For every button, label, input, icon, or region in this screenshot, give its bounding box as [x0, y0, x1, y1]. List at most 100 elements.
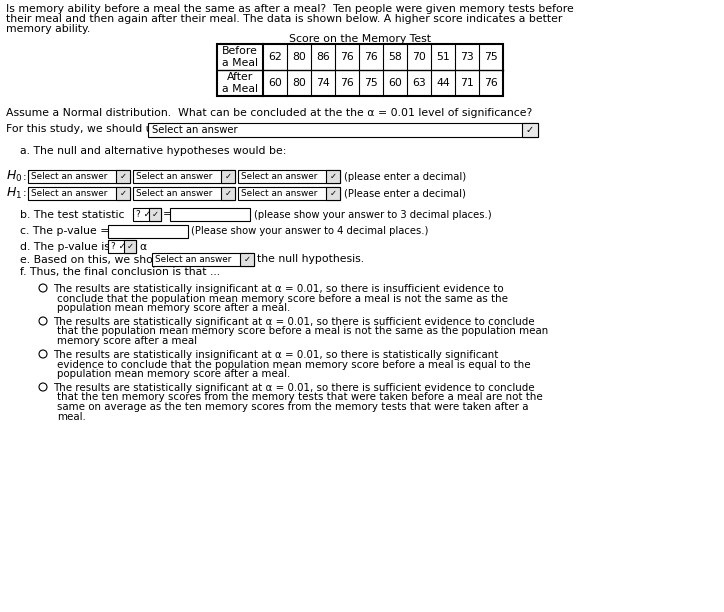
Bar: [116, 170, 130, 183]
Text: ✓: ✓: [243, 255, 251, 264]
Bar: [116, 187, 130, 200]
Text: 44: 44: [436, 78, 450, 88]
Bar: [149, 208, 161, 221]
Bar: [221, 170, 235, 183]
Text: ? ✓: ? ✓: [111, 242, 126, 251]
Bar: [238, 187, 340, 200]
Text: 74: 74: [316, 78, 330, 88]
Bar: [148, 123, 538, 137]
Bar: [28, 187, 130, 200]
Text: Select an answer: Select an answer: [136, 172, 212, 181]
Text: the null hypothesis.: the null hypothesis.: [257, 255, 364, 264]
Bar: [133, 170, 235, 183]
Text: Select an answer: Select an answer: [31, 189, 107, 198]
Text: a. The null and alternative hypotheses would be:: a. The null and alternative hypotheses w…: [20, 146, 287, 156]
Text: Select an answer: Select an answer: [241, 189, 317, 198]
Text: 76: 76: [340, 78, 354, 88]
Text: The results are statistically insignificant at α = 0.01, so there is statistical: The results are statistically insignific…: [53, 350, 498, 360]
Bar: [133, 208, 161, 221]
Text: The results are statistically significant at α = 0.01, so there is sufficient ev: The results are statistically significan…: [53, 383, 534, 393]
Text: 76: 76: [484, 78, 498, 88]
Text: their meal and then again after their meal. The data is shown below. A higher sc: their meal and then again after their me…: [6, 14, 563, 24]
Text: (Please show your answer to 4 decimal places.): (Please show your answer to 4 decimal pl…: [191, 226, 429, 236]
Text: memory score after a meal: memory score after a meal: [57, 336, 197, 346]
Text: 80: 80: [292, 52, 306, 62]
Text: that the population mean memory score before a meal is not the same as the popul: that the population mean memory score be…: [57, 326, 548, 337]
Text: f. Thus, the final conclusion is that ...: f. Thus, the final conclusion is that ..…: [20, 267, 220, 277]
Text: Is memory ability before a meal the same as after a meal?  Ten people were given: Is memory ability before a meal the same…: [6, 4, 573, 14]
Text: 80: 80: [292, 78, 306, 88]
Text: d. The p-value is: d. The p-value is: [20, 242, 110, 252]
Text: 71: 71: [460, 78, 474, 88]
Bar: [238, 170, 340, 183]
Text: Select an answer: Select an answer: [155, 255, 232, 264]
Text: 62: 62: [268, 52, 282, 62]
Text: memory ability.: memory ability.: [6, 24, 90, 34]
Bar: [108, 240, 136, 253]
Text: b. The test statistic: b. The test statistic: [20, 209, 125, 220]
Text: evidence to conclude that the population mean memory score before a meal is equa: evidence to conclude that the population…: [57, 359, 531, 370]
Text: (please enter a decimal): (please enter a decimal): [344, 171, 466, 182]
Bar: [221, 187, 235, 200]
Bar: [217, 44, 503, 96]
Bar: [326, 170, 340, 183]
Text: conclude that the population mean memory score before a meal is not the same as : conclude that the population mean memory…: [57, 294, 508, 304]
Text: 58: 58: [388, 52, 402, 62]
Text: 70: 70: [412, 52, 426, 62]
Text: Select an answer: Select an answer: [31, 172, 107, 181]
Bar: [170, 208, 250, 221]
Text: :: :: [23, 171, 27, 182]
Text: ✓: ✓: [224, 172, 232, 181]
Text: population mean memory score after a meal.: population mean memory score after a mea…: [57, 303, 290, 313]
Text: Select an answer: Select an answer: [241, 172, 317, 181]
Text: ✓: ✓: [127, 242, 133, 251]
Text: The results are statistically significant at α = 0.01, so there is sufficient ev: The results are statistically significan…: [53, 317, 534, 327]
Text: 76: 76: [364, 52, 378, 62]
Text: ✓: ✓: [151, 210, 159, 219]
Text: ✓: ✓: [329, 172, 337, 181]
Bar: [28, 170, 130, 183]
Text: that the ten memory scores from the memory tests that were taken before a meal a: that the ten memory scores from the memo…: [57, 392, 543, 403]
Text: same on average as the ten memory scores from the memory tests that were taken a: same on average as the ten memory scores…: [57, 402, 529, 412]
Text: ? ✓: ? ✓: [136, 210, 151, 219]
Text: 86: 86: [316, 52, 330, 62]
Text: ✓: ✓: [526, 125, 534, 135]
Text: After
a Meal: After a Meal: [222, 72, 258, 94]
Text: 60: 60: [268, 78, 282, 88]
Text: c. The p-value =: c. The p-value =: [20, 226, 109, 236]
Text: 75: 75: [484, 52, 498, 62]
Text: population mean memory score after a meal.: population mean memory score after a mea…: [57, 369, 290, 379]
Text: ✓: ✓: [119, 172, 127, 181]
Text: :: :: [23, 188, 27, 198]
Text: Select an answer: Select an answer: [152, 125, 237, 135]
Text: The results are statistically insignificant at α = 0.01, so there is insufficien: The results are statistically insignific…: [53, 284, 504, 294]
Text: (Please enter a decimal): (Please enter a decimal): [344, 188, 466, 198]
Text: 51: 51: [436, 52, 450, 62]
Text: Select an answer: Select an answer: [136, 189, 212, 198]
Text: 60: 60: [388, 78, 402, 88]
Text: For this study, we should use: For this study, we should use: [6, 124, 165, 134]
Text: 63: 63: [412, 78, 426, 88]
Text: α: α: [139, 242, 146, 252]
Bar: [326, 187, 340, 200]
Text: 73: 73: [460, 52, 474, 62]
Text: e. Based on this, we should: e. Based on this, we should: [20, 255, 169, 264]
Text: Score on the Memory Test: Score on the Memory Test: [289, 34, 431, 44]
Text: Before
a Meal: Before a Meal: [222, 46, 258, 68]
Bar: [240, 253, 254, 266]
Text: ✓: ✓: [119, 189, 127, 198]
Text: (please show your answer to 3 decimal places.): (please show your answer to 3 decimal pl…: [254, 209, 492, 220]
Bar: [152, 253, 254, 266]
Text: $H_1$: $H_1$: [6, 186, 22, 201]
Text: ✓: ✓: [329, 189, 337, 198]
Bar: [133, 187, 235, 200]
Bar: [108, 225, 188, 238]
Text: $H_0$: $H_0$: [6, 169, 22, 184]
Bar: [124, 240, 136, 253]
Text: Assume a Normal distribution.  What can be concluded at the the α = 0.01 level o: Assume a Normal distribution. What can b…: [6, 108, 532, 118]
Text: =: =: [163, 209, 172, 220]
Bar: [522, 123, 538, 137]
Text: ✓: ✓: [224, 189, 232, 198]
Text: meal.: meal.: [57, 411, 85, 422]
Text: 76: 76: [340, 52, 354, 62]
